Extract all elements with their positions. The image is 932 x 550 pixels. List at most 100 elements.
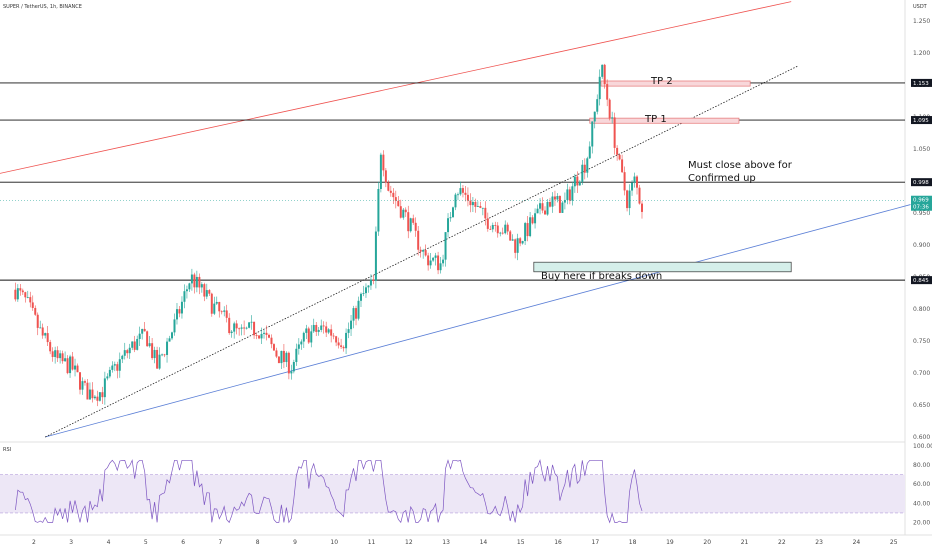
candle-body-233 — [593, 111, 596, 122]
candle-body-95 — [250, 321, 253, 323]
buy-zone-annotation: Buy here if breaks down — [541, 271, 662, 282]
candle-body-67 — [180, 301, 183, 314]
symbol-title: SUPER / TetherUS, 1h, BINANCE — [3, 4, 82, 10]
candle-body-131 — [340, 345, 343, 347]
candle-body-96 — [253, 321, 256, 336]
countdown-label: 07:36 — [913, 205, 929, 211]
candle-body-26 — [79, 372, 82, 390]
candle-body-171 — [439, 263, 442, 271]
candle-body-216 — [551, 196, 554, 207]
candle-body-47 — [131, 341, 134, 348]
y-tick-label: 0.700 — [913, 370, 930, 377]
rsi-tick-label: 100.00 — [913, 443, 932, 450]
candle-body-86 — [228, 317, 231, 334]
candle-body-33 — [96, 396, 99, 401]
candle-body-209 — [534, 213, 537, 224]
candle-body-232 — [591, 121, 594, 147]
candle-body-61 — [166, 341, 169, 355]
candle-body-242 — [616, 147, 619, 155]
candle-body-23 — [71, 356, 74, 370]
candle-body-79 — [210, 293, 213, 314]
candle-body-248 — [631, 182, 634, 191]
candle-body-206 — [526, 223, 529, 237]
candle-body-183 — [469, 200, 472, 206]
candle-body-18 — [59, 353, 62, 359]
candle-body-153 — [394, 197, 397, 201]
candle-body-157 — [404, 209, 407, 213]
horizontal-levels-group — [0, 82, 905, 281]
candle-body-143 — [369, 279, 372, 286]
candle-body-120 — [312, 324, 315, 332]
candle-body-17 — [56, 350, 59, 359]
candle-body-208 — [531, 217, 534, 224]
candle-body-211 — [539, 203, 542, 209]
candle-body-110 — [287, 352, 290, 374]
candle-body-107 — [280, 350, 283, 364]
candle-body-72 — [193, 274, 196, 288]
candle-body-36 — [103, 378, 106, 398]
candle-body-247 — [628, 190, 631, 209]
candle-body-163 — [419, 249, 422, 252]
candle-body-212 — [541, 203, 544, 211]
candle-body-229 — [583, 164, 586, 173]
candle-body-220 — [561, 202, 564, 213]
x-tick-label: 23 — [815, 539, 823, 546]
candle-body-29 — [86, 382, 89, 400]
x-tick-label: 9 — [293, 539, 297, 546]
candle-body-63 — [171, 332, 174, 339]
candle-body-202 — [516, 238, 519, 253]
candle-body-77 — [205, 290, 208, 297]
candle-body-210 — [536, 208, 539, 214]
x-tick-label: 3 — [69, 539, 73, 546]
close-above-annotation-line2: Confirmed up — [688, 173, 756, 184]
candle-body-175 — [449, 217, 452, 219]
tp1-zone — [589, 117, 740, 124]
candle-body-243 — [618, 154, 621, 160]
candle-body-222 — [566, 189, 569, 200]
candle-body-104 — [272, 344, 275, 351]
candle-body-182 — [466, 194, 469, 201]
candle-body-34 — [98, 392, 101, 401]
candle-body-76 — [203, 284, 206, 297]
candle-body-190 — [486, 218, 489, 229]
candle-body-244 — [621, 159, 624, 173]
candle-body-170 — [437, 255, 440, 271]
last-price-label: 0.969 — [913, 198, 929, 204]
candle-body-238 — [606, 84, 609, 100]
level-label-1.153: 1.153 — [913, 81, 929, 87]
candle-body-71 — [190, 274, 193, 284]
x-tick-label: 15 — [517, 539, 525, 546]
candle-body-239 — [608, 99, 611, 119]
candle-body-151 — [389, 190, 392, 193]
x-tick-label: 4 — [107, 539, 111, 546]
candle-body-201 — [514, 239, 517, 253]
candle-body-155 — [399, 206, 402, 218]
candle-body-114 — [297, 344, 300, 349]
candle-body-230 — [586, 158, 589, 173]
candle-body-30 — [88, 389, 91, 400]
candle-body-213 — [544, 210, 547, 215]
y-tick-label: 1.200 — [913, 50, 930, 57]
candle-body-51 — [141, 328, 144, 334]
candle-body-2 — [19, 288, 22, 291]
quote-currency: USDT — [913, 4, 928, 10]
candle-body-102 — [267, 334, 270, 338]
rsi-line — [15, 459, 643, 524]
candle-body-55 — [151, 343, 154, 359]
candle-body-83 — [220, 311, 223, 313]
candle-body-14 — [49, 342, 52, 352]
candle-body-62 — [168, 338, 171, 342]
trendline-group — [0, 1, 911, 438]
candle-body-1 — [16, 288, 19, 300]
candle-body-226 — [576, 176, 579, 186]
candle-body-10 — [39, 327, 42, 329]
candle-body-231 — [588, 146, 591, 159]
candle-body-146 — [377, 188, 380, 232]
x-tick-label: 5 — [144, 539, 148, 546]
price-pane[interactable] — [0, 0, 905, 440]
candle-body-32 — [93, 396, 96, 399]
candle-body-240 — [611, 117, 614, 119]
candle-body-27 — [81, 381, 84, 390]
